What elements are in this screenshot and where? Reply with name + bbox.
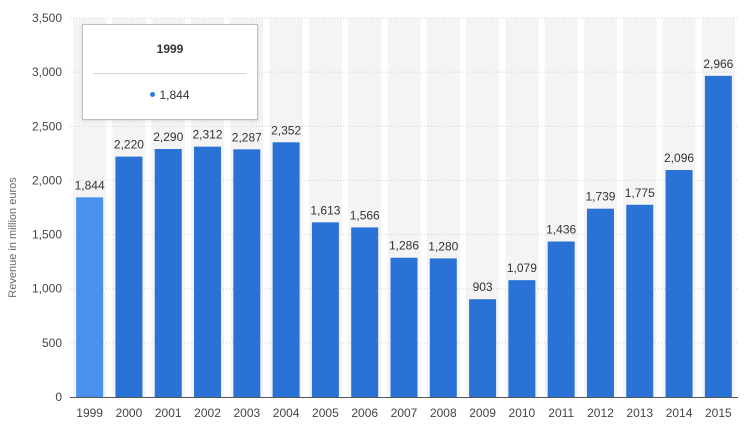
data-label-2014: 2,096 xyxy=(664,151,694,165)
bar-2009[interactable] xyxy=(469,299,497,397)
x-tick-label-2013: 2013 xyxy=(626,406,653,420)
bar-2010[interactable] xyxy=(508,280,536,397)
bar-2004[interactable] xyxy=(272,142,300,397)
x-tick-label-2012: 2012 xyxy=(587,406,614,420)
bar-2007[interactable] xyxy=(390,257,418,397)
x-tick-label-2005: 2005 xyxy=(312,406,339,420)
tooltip-title: 1999 xyxy=(156,42,184,56)
tooltip: 1999 1,844 xyxy=(82,24,258,120)
data-label-2002: 2,312 xyxy=(193,128,223,142)
bar-2000[interactable] xyxy=(115,156,143,397)
bar-2002[interactable] xyxy=(194,146,222,397)
data-label-2001: 2,290 xyxy=(153,130,183,144)
x-tick-label-1999: 1999 xyxy=(76,406,103,420)
bar-2003[interactable] xyxy=(233,149,261,397)
x-tick-label-2010: 2010 xyxy=(509,406,536,420)
series-dot-icon xyxy=(150,92,156,98)
bar-2015[interactable] xyxy=(704,75,732,397)
x-tick-label-2000: 2000 xyxy=(116,406,143,420)
bar-2008[interactable] xyxy=(429,258,457,397)
x-tick-label-2003: 2003 xyxy=(233,406,260,420)
data-label-2015: 2,966 xyxy=(703,57,733,71)
bar-2005[interactable] xyxy=(311,222,339,397)
x-tick-label-2004: 2004 xyxy=(273,406,300,420)
y-tick-label: 2,500 xyxy=(32,119,62,133)
bar-1999[interactable] xyxy=(76,197,104,397)
y-tick-label: 3,000 xyxy=(32,65,62,79)
data-label-2013: 1,775 xyxy=(625,186,655,200)
tooltip-row: 1,844 xyxy=(83,88,257,102)
x-tick-label-2011: 2011 xyxy=(548,406,574,420)
bar-2012[interactable] xyxy=(586,208,614,397)
y-tick-label: 1,000 xyxy=(32,282,62,296)
data-label-2011: 1,436 xyxy=(546,223,576,237)
data-label-2009: 903 xyxy=(473,280,493,294)
data-label-2008: 1,280 xyxy=(428,239,458,253)
data-label-2006: 1,566 xyxy=(350,208,380,222)
data-label-2004: 2,352 xyxy=(271,123,301,137)
y-tick-label: 2,000 xyxy=(32,173,62,187)
data-label-2012: 1,739 xyxy=(585,190,615,204)
data-label-1999: 1,844 xyxy=(75,178,105,192)
x-tick-label-2007: 2007 xyxy=(391,406,418,420)
x-tick-label-2001: 2001 xyxy=(155,406,182,420)
data-label-2003: 2,287 xyxy=(232,130,262,144)
bar-2013[interactable] xyxy=(626,204,654,397)
x-axis-ticks: 1999 2000 2001 2002 2003 2004 2005 2006 2007 2008… xyxy=(76,406,732,420)
bar-2001[interactable] xyxy=(154,149,182,397)
x-tick-label-2009: 2009 xyxy=(469,406,496,420)
y-axis-title: Revenue in million euros xyxy=(7,177,19,298)
x-tick-label-2002: 2002 xyxy=(194,406,221,420)
data-label-2010: 1,079 xyxy=(507,261,537,275)
data-labels: 1,844 2,220 2,290 2,312 2,287 2,352 1,613 1,566… xyxy=(75,57,734,294)
x-tick-label-2008: 2008 xyxy=(430,406,457,420)
y-tick-label: 0 xyxy=(55,390,62,404)
y-tick-label: 3,500 xyxy=(32,11,62,25)
data-label-2000: 2,220 xyxy=(114,138,144,152)
y-tick-label: 1,500 xyxy=(32,228,62,242)
bar-2014[interactable] xyxy=(665,170,693,397)
x-tick-label-2014: 2014 xyxy=(666,406,693,420)
bar-2006[interactable] xyxy=(351,227,379,397)
x-tick-label-2006: 2006 xyxy=(351,406,378,420)
y-axis-ticks: 0 500 1,000 1,500 2,000 2,500 3,000 3,500 xyxy=(32,11,62,404)
tooltip-value: 1,844 xyxy=(159,88,190,102)
tooltip-divider xyxy=(93,73,247,74)
x-tick-label-2015: 2015 xyxy=(705,406,732,420)
data-label-2007: 1,286 xyxy=(389,239,419,253)
bar-2011[interactable] xyxy=(547,241,575,397)
data-label-2005: 1,613 xyxy=(310,203,340,217)
bars xyxy=(76,75,732,397)
y-tick-label: 500 xyxy=(42,336,62,350)
